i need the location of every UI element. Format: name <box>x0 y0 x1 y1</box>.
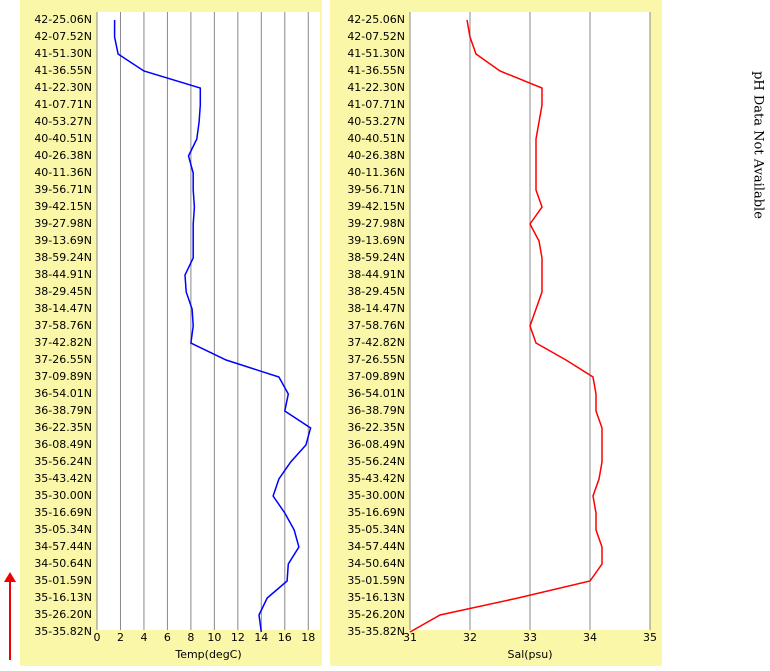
annotation: pH Data Not Available <box>751 71 766 219</box>
x-tick-label: 31 <box>403 631 417 644</box>
y-tick-label: 39-13.69N <box>347 234 405 247</box>
x-tick-label: 33 <box>523 631 537 644</box>
y-tick-label: 36-54.01N <box>34 387 92 400</box>
y-tick-label: 39-56.71N <box>34 183 92 196</box>
y-tick-label: 40-11.36N <box>347 166 405 179</box>
y-tick-label: 35-26.20N <box>34 608 92 621</box>
y-tick-label: 35-56.24N <box>347 455 405 468</box>
y-tick-label: 39-56.71N <box>347 183 405 196</box>
y-tick-label: 41-51.30N <box>347 47 405 60</box>
y-tick-label: 39-27.98N <box>347 217 405 230</box>
y-tick-label: 36-54.01N <box>347 387 405 400</box>
y-tick-label: 38-44.91N <box>347 268 405 281</box>
y-tick-label: 37-58.76N <box>347 319 405 332</box>
y-tick-label: 38-44.91N <box>34 268 92 281</box>
y-tick-label: 34-57.44N <box>34 540 92 553</box>
data-line <box>113 20 312 633</box>
y-tick-label: 35-16.69N <box>347 506 405 519</box>
y-tick-label: 40-26.38N <box>347 149 405 162</box>
y-tick-label: 40-40.51N <box>34 132 92 145</box>
y-tick-label: 36-38.79N <box>34 404 92 417</box>
x-tick-label: 12 <box>231 631 245 644</box>
y-tick-label: 35-16.13N <box>34 591 92 604</box>
y-tick-label: 37-09.89N <box>347 370 405 383</box>
plot-area <box>97 12 320 630</box>
y-tick-label: 35-01.59N <box>347 574 405 587</box>
y-tick-label: 38-14.47N <box>347 302 405 315</box>
y-tick-label: 38-59.24N <box>347 251 405 264</box>
y-tick-label: 42-07.52N <box>347 30 405 43</box>
y-tick-label: 41-07.71N <box>34 98 92 111</box>
y-tick-label: 37-26.55N <box>34 353 92 366</box>
y-tick-label: 39-27.98N <box>34 217 92 230</box>
y-tick-label: 41-22.30N <box>34 81 92 94</box>
y-tick-label: 37-58.76N <box>34 319 92 332</box>
y-tick-label: 39-13.69N <box>34 234 92 247</box>
x-tick-label: 4 <box>140 631 147 644</box>
x-tick-label: 18 <box>301 631 315 644</box>
y-tick-label: 40-26.38N <box>34 149 92 162</box>
x-tick-label: 35 <box>643 631 657 644</box>
y-tick-label: 37-09.89N <box>34 370 92 383</box>
y-tick-label: 40-53.27N <box>347 115 405 128</box>
y-tick-label: 38-29.45N <box>34 285 92 298</box>
y-tick-label: 35-56.24N <box>34 455 92 468</box>
y-tick-label: 35-30.00N <box>34 489 92 502</box>
y-tick-label: 35-16.69N <box>34 506 92 519</box>
x-axis-title: Temp(degC) <box>174 648 241 661</box>
y-tick-label: 40-11.36N <box>34 166 92 179</box>
x-tick-label: 0 <box>94 631 101 644</box>
y-tick-label: 41-51.30N <box>34 47 92 60</box>
y-tick-label: 41-22.30N <box>347 81 405 94</box>
y-tick-label: 34-57.44N <box>347 540 405 553</box>
y-tick-label: 35-05.34N <box>34 523 92 536</box>
y-tick-label: 35-30.00N <box>347 489 405 502</box>
y-tick-label: 42-25.06N <box>34 13 92 26</box>
y-tick-label: 39-42.15N <box>34 200 92 213</box>
y-tick-label: 37-42.82N <box>34 336 92 349</box>
y-tick-label: 38-29.45N <box>347 285 405 298</box>
arrow-head <box>4 572 16 582</box>
y-tick-label: 34-50.64N <box>34 557 92 570</box>
y-tick-label: 36-22.35N <box>347 421 405 434</box>
y-tick-label: 41-36.55N <box>34 64 92 77</box>
y-tick-label: 35-43.42N <box>347 472 405 485</box>
y-tick-label: 41-36.55N <box>347 64 405 77</box>
y-tick-label: 36-08.49N <box>347 438 405 451</box>
y-tick-label: 35-01.59N <box>34 574 92 587</box>
y-tick-label: 37-42.82N <box>347 336 405 349</box>
y-tick-label: 35-43.42N <box>34 472 92 485</box>
y-tick-label: 42-07.52N <box>34 30 92 43</box>
y-tick-label: 38-59.24N <box>34 251 92 264</box>
x-tick-label: 34 <box>583 631 597 644</box>
x-tick-label: 32 <box>463 631 477 644</box>
x-tick-label: 6 <box>164 631 171 644</box>
y-tick-label: 37-26.55N <box>347 353 405 366</box>
y-tick-label: 35-35.82N <box>347 625 405 638</box>
y-tick-label: 41-07.71N <box>347 98 405 111</box>
y-tick-label: 38-14.47N <box>34 302 92 315</box>
y-tick-label: 42-25.06N <box>347 13 405 26</box>
y-tick-label: 36-08.49N <box>34 438 92 451</box>
x-tick-label: 2 <box>117 631 124 644</box>
y-tick-label: 35-05.34N <box>347 523 405 536</box>
y-tick-label: 39-42.15N <box>347 200 405 213</box>
x-tick-label: 14 <box>254 631 268 644</box>
y-tick-label: 40-40.51N <box>347 132 405 145</box>
x-tick-label: 10 <box>207 631 221 644</box>
x-tick-label: 8 <box>187 631 194 644</box>
data-line <box>409 19 603 633</box>
y-tick-label: 34-50.64N <box>347 557 405 570</box>
x-tick-label: 16 <box>278 631 292 644</box>
y-tick-label: 35-16.13N <box>347 591 405 604</box>
y-tick-label: 36-22.35N <box>34 421 92 434</box>
y-tick-label: 40-53.27N <box>34 115 92 128</box>
y-tick-label: 36-38.79N <box>347 404 405 417</box>
y-tick-label: 35-35.82N <box>34 625 92 638</box>
y-tick-label: 35-26.20N <box>347 608 405 621</box>
x-axis-title: Sal(psu) <box>507 648 552 661</box>
